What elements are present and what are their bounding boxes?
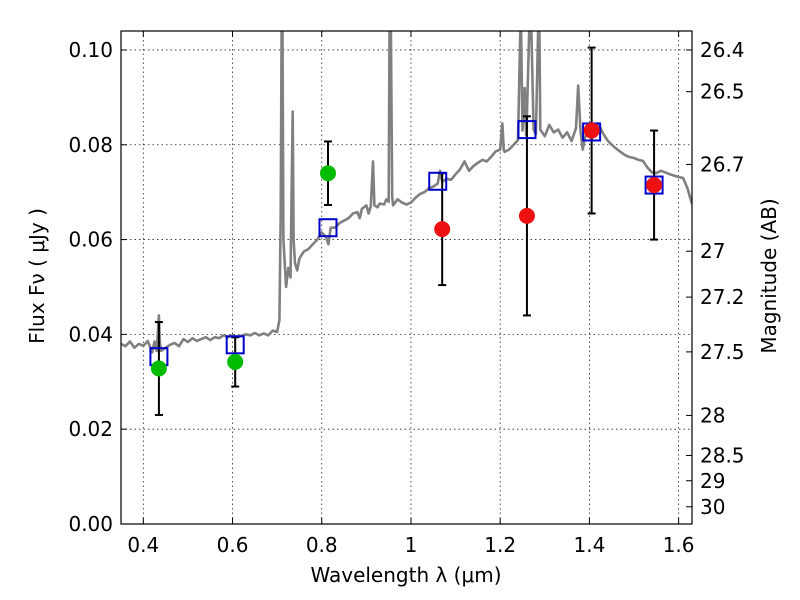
x-tick-label: 0.6 bbox=[217, 533, 249, 557]
model-band-square bbox=[644, 175, 664, 195]
model-band-square bbox=[225, 335, 245, 355]
right-tick-label: 27.5 bbox=[700, 340, 745, 364]
grid-lines bbox=[121, 31, 692, 525]
red-data-point bbox=[583, 122, 600, 139]
plot-frame bbox=[120, 30, 693, 525]
y-tick-label: 0.04 bbox=[68, 322, 113, 346]
x-tick-label: 1.6 bbox=[663, 533, 695, 557]
green-data-point bbox=[150, 360, 167, 377]
right-axis-title: Magnitude (AB) bbox=[757, 198, 781, 353]
green-data-point bbox=[227, 353, 244, 370]
y-tick-label: 0.08 bbox=[68, 133, 113, 157]
spectrum-line bbox=[121, 31, 692, 354]
x-tick-label: 1.2 bbox=[484, 533, 516, 557]
x-axis-title: Wavelength λ (μm) bbox=[310, 563, 501, 587]
right-tick-label: 26.7 bbox=[700, 152, 745, 176]
y-tick-label: 0.10 bbox=[68, 38, 113, 62]
right-tick-label: 27 bbox=[700, 239, 725, 263]
red-data-point bbox=[434, 221, 451, 238]
axis-ticks: 0.4 0.6 0.8 1 1.2 1.4 1.6 0.00 0.02 0.04 0.06 0.08 0… bbox=[68, 31, 745, 557]
red-data-point bbox=[518, 207, 535, 224]
right-tick-label: 27.2 bbox=[700, 285, 745, 309]
green-data-point bbox=[319, 165, 336, 182]
red-data-point bbox=[646, 177, 663, 194]
x-tick-label: 0.4 bbox=[127, 533, 159, 557]
plot-area bbox=[121, 31, 692, 416]
right-tick-label: 29 bbox=[700, 469, 725, 493]
model-band-square bbox=[318, 218, 338, 238]
x-tick-label: 0.8 bbox=[306, 533, 338, 557]
y-axis-title: Flux Fν ( μJy ) bbox=[25, 208, 49, 344]
y-tick-label: 0.02 bbox=[68, 417, 113, 441]
x-tick-label: 1 bbox=[405, 533, 418, 557]
y-tick-label: 0.06 bbox=[68, 228, 113, 252]
y-tick-label: 0.00 bbox=[68, 512, 113, 536]
x-tick-label: 1.4 bbox=[573, 533, 605, 557]
right-tick-label: 28 bbox=[700, 403, 725, 427]
right-tick-label: 30 bbox=[700, 495, 725, 519]
model-band-square bbox=[517, 120, 537, 140]
right-tick-label: 26.4 bbox=[700, 38, 745, 62]
right-tick-label: 28.5 bbox=[700, 443, 745, 467]
right-tick-label: 26.5 bbox=[700, 80, 745, 104]
model-band-square bbox=[428, 171, 448, 191]
